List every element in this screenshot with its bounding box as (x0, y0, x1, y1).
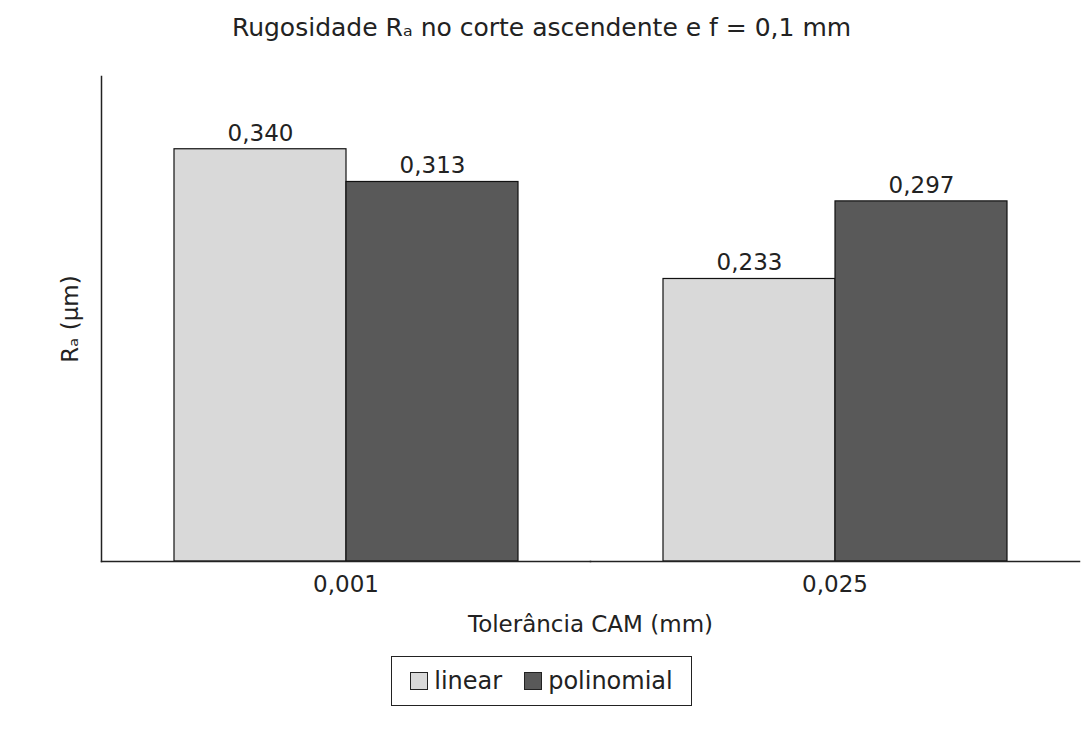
svg-text:Tolerância CAM (mm): Tolerância CAM (mm) (467, 611, 713, 637)
svg-text:0,233: 0,233 (717, 249, 783, 275)
html-text:Rugosidade Rₐ no corte ascende: Rugosidade Rₐ no corte ascendente e f = … (231, 13, 852, 42)
html-text:linear: linear (434, 667, 503, 695)
html-text:polinomial: polinomial (548, 667, 673, 695)
svg-text:Rₐ (µm): Rₐ (µm) (57, 275, 83, 362)
svg-text:0,297: 0,297 (889, 172, 955, 198)
svg-text:0,001: 0,001 (313, 571, 379, 597)
svg-text:0,025: 0,025 (802, 571, 868, 597)
svg-text:0,340: 0,340 (228, 120, 294, 146)
svg-text:0,313: 0,313 (400, 152, 466, 178)
